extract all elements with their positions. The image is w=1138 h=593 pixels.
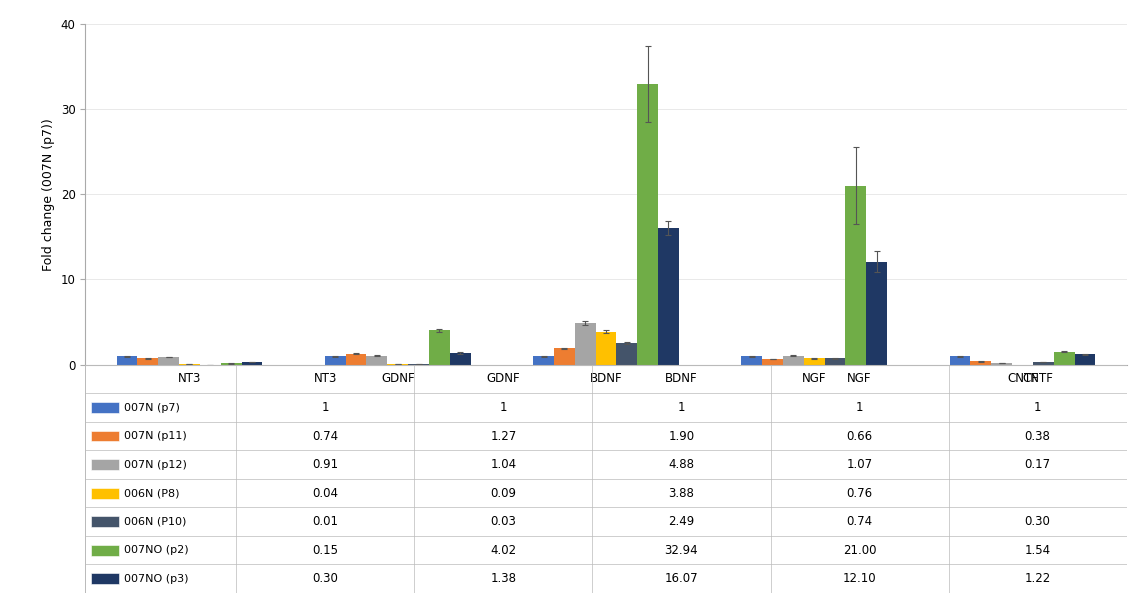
Bar <box>762 359 783 365</box>
Text: 4.02: 4.02 <box>490 544 517 557</box>
Bar <box>575 323 595 365</box>
Bar <box>346 354 366 365</box>
Bar <box>658 228 679 365</box>
Text: 1.27: 1.27 <box>490 429 517 442</box>
Text: 006N (P10): 006N (P10) <box>124 517 187 527</box>
Text: 0.30: 0.30 <box>313 572 338 585</box>
Text: 0.38: 0.38 <box>1024 429 1050 442</box>
Text: 1: 1 <box>1033 401 1041 414</box>
Bar <box>533 356 554 365</box>
Text: 0.66: 0.66 <box>847 429 873 442</box>
Text: 006N (P8): 006N (P8) <box>124 488 180 498</box>
Bar <box>1074 354 1096 365</box>
Text: 0.74: 0.74 <box>312 429 338 442</box>
Bar <box>91 545 118 556</box>
Text: 21.00: 21.00 <box>843 544 876 557</box>
Bar <box>429 330 450 365</box>
Bar <box>91 431 118 441</box>
Bar <box>595 331 617 365</box>
Text: 0.76: 0.76 <box>847 487 873 500</box>
Text: 16.07: 16.07 <box>665 572 699 585</box>
Bar <box>783 356 803 365</box>
Y-axis label: Fold change (007N (p7)): Fold change (007N (p7)) <box>42 118 56 270</box>
Bar <box>971 362 991 365</box>
Text: 0.03: 0.03 <box>490 515 517 528</box>
Text: 4.88: 4.88 <box>668 458 694 471</box>
Text: 0.17: 0.17 <box>1024 458 1050 471</box>
Text: NGF: NGF <box>848 372 872 385</box>
Text: 0.91: 0.91 <box>312 458 338 471</box>
Text: 0.15: 0.15 <box>312 544 338 557</box>
Text: 1: 1 <box>856 401 864 414</box>
Bar <box>91 459 118 470</box>
Bar <box>450 353 471 365</box>
Text: 1: 1 <box>322 401 329 414</box>
Text: 007N (p7): 007N (p7) <box>124 403 180 413</box>
Bar <box>949 356 971 365</box>
Bar <box>825 358 846 365</box>
Bar <box>91 573 118 584</box>
Bar <box>637 84 658 365</box>
Bar <box>366 356 387 365</box>
Text: 007NO (p2): 007NO (p2) <box>124 545 189 555</box>
Text: BDNF: BDNF <box>666 372 698 385</box>
Text: 0.04: 0.04 <box>312 487 338 500</box>
Text: 007NO (p3): 007NO (p3) <box>124 574 189 584</box>
Bar <box>241 362 263 365</box>
Bar <box>846 186 866 365</box>
Bar <box>1033 362 1054 365</box>
Text: 1: 1 <box>500 401 508 414</box>
Text: 0.74: 0.74 <box>847 515 873 528</box>
Bar <box>138 358 158 365</box>
Bar <box>158 357 179 365</box>
Text: 0.01: 0.01 <box>312 515 338 528</box>
Text: 2.49: 2.49 <box>668 515 694 528</box>
Text: 1: 1 <box>678 401 685 414</box>
Bar <box>91 487 118 499</box>
Bar <box>387 364 409 365</box>
Bar <box>324 356 346 365</box>
Text: 007N (p11): 007N (p11) <box>124 431 187 441</box>
Text: 0.30: 0.30 <box>1024 515 1050 528</box>
Bar <box>91 402 118 413</box>
Text: 0.09: 0.09 <box>490 487 517 500</box>
Text: GDNF: GDNF <box>487 372 520 385</box>
Text: 32.94: 32.94 <box>665 544 699 557</box>
Text: 1.90: 1.90 <box>668 429 694 442</box>
Bar <box>741 356 762 365</box>
Text: 1.54: 1.54 <box>1024 544 1050 557</box>
Bar <box>1054 352 1074 365</box>
Bar <box>554 349 575 365</box>
Bar <box>617 343 637 365</box>
Text: NT3: NT3 <box>314 372 337 385</box>
Bar <box>221 364 241 365</box>
Text: 1.38: 1.38 <box>490 572 517 585</box>
Text: 12.10: 12.10 <box>843 572 876 585</box>
Text: 1.04: 1.04 <box>490 458 517 471</box>
Text: 1.22: 1.22 <box>1024 572 1050 585</box>
Bar <box>803 358 825 365</box>
Bar <box>991 364 1012 365</box>
Bar <box>116 356 138 365</box>
Text: CNTF: CNTF <box>1022 372 1053 385</box>
Text: 007N (p12): 007N (p12) <box>124 460 187 470</box>
Bar <box>91 517 118 527</box>
Text: 1.07: 1.07 <box>847 458 873 471</box>
Bar <box>866 262 888 365</box>
Text: 3.88: 3.88 <box>668 487 694 500</box>
